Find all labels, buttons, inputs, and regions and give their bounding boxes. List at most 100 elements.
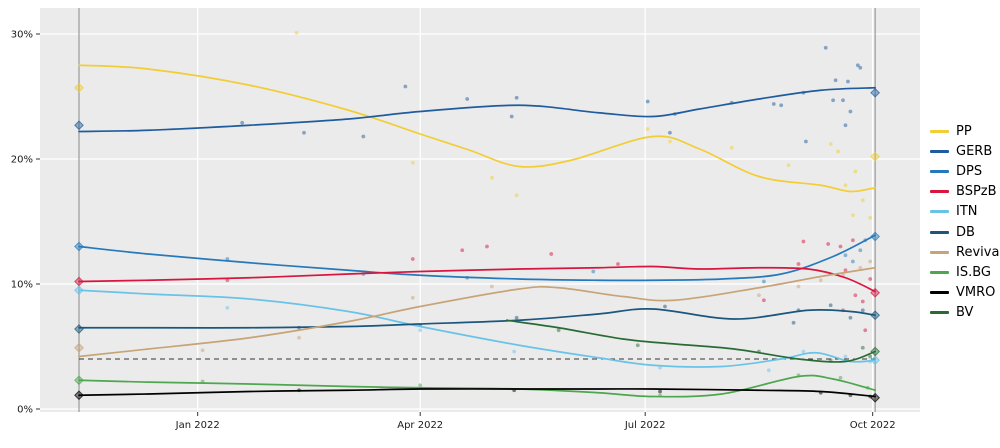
poll-point-PP (645, 127, 650, 131)
poll-point-VMRO (658, 389, 662, 394)
legend-swatch-Revival (930, 250, 949, 254)
election-result-start-PP (74, 82, 84, 93)
election-result-start-DPS (74, 241, 84, 252)
election-result-end-BV (870, 346, 881, 357)
poll-point-DPS (850, 259, 855, 264)
poll-point-GERB (841, 98, 845, 103)
poll-point-GERB (509, 114, 514, 119)
y-axis-tick-label: 10% (11, 280, 33, 291)
poll-point-BSPzB (843, 268, 848, 273)
poll-point-PP (729, 145, 734, 150)
poll-point-Revival (200, 348, 205, 353)
trend-line-PP (78, 64, 876, 193)
legend-item-IS.BG: IS.BG (930, 262, 1000, 282)
poll-point-GERB (848, 109, 853, 114)
legend-label: DPS (956, 163, 983, 179)
poll-point-DB (663, 304, 667, 309)
poll-point-DB (828, 303, 833, 308)
poll-point-DB (860, 308, 865, 313)
poll-point-ITN (512, 349, 517, 354)
x-axis-tick-label: Oct 2022 (850, 420, 896, 431)
poll-point-GERB (771, 102, 776, 106)
poll-point-Revival (868, 259, 873, 264)
poll-point-BV (556, 328, 561, 333)
poll-point-DB (514, 315, 519, 320)
poll-point-GERB (831, 98, 836, 103)
legend-swatch-BSPzB (930, 190, 949, 194)
legend-item-ITN: ITN (930, 202, 1000, 222)
poll-point-GERB (240, 120, 245, 125)
legend-item-VMRO: VMRO (930, 283, 1000, 303)
poll-point-BSPzB (225, 278, 230, 283)
poll-point-IS.BG (418, 383, 423, 388)
poll-point-BV (635, 343, 640, 348)
legend-item-Revival: Revival (930, 242, 1000, 262)
poll-point-PP (294, 30, 299, 35)
trend-line-Revival (78, 266, 876, 358)
election-result-end-GERB (870, 87, 881, 98)
legend-swatch-DPS (930, 169, 949, 173)
poll-point-DB (848, 315, 853, 320)
poll-point-PP (860, 198, 865, 203)
legend-item-DPS: DPS (930, 161, 1000, 181)
legend-swatch-VMRO (930, 291, 949, 295)
legend-item-PP: PP (930, 121, 1000, 141)
poll-point-GERB (858, 65, 863, 70)
x-axis-tick-label: Jan 2022 (175, 420, 220, 431)
poll-point-GERB (823, 45, 828, 50)
legend-label: PP (956, 123, 972, 139)
poll-point-DPS (858, 248, 863, 253)
poll-point-PP (786, 163, 791, 168)
legend-swatch-ITN (930, 210, 949, 214)
poll-point-GERB (833, 78, 838, 83)
poll-point-ITN (225, 305, 230, 310)
legend-item-BSPzB: BSPzB (930, 182, 1000, 202)
poll-point-PP (850, 213, 855, 218)
poll-point-BSPzB (761, 298, 766, 303)
poll-point-GERB (645, 99, 650, 104)
legend-label: VMRO (956, 285, 996, 301)
election-result-end-ITN (870, 355, 881, 366)
poll-point-BSPzB (853, 293, 858, 298)
poll-point-GERB (804, 139, 808, 144)
poll-point-BSPzB (850, 238, 855, 243)
poll-point-BSPzB (801, 239, 806, 244)
legend-label: ITN (956, 204, 978, 220)
poll-point-Revival (490, 284, 494, 289)
poll-point-PP (514, 193, 519, 198)
election-result-end-DB (870, 310, 881, 321)
poll-point-DPS (843, 253, 848, 258)
election-result-start-IS.BG (74, 375, 84, 386)
poll-point-PP (490, 175, 494, 180)
x-axis-tick-label: Apr 2022 (397, 420, 443, 431)
trend-line-BSPzB (78, 265, 876, 293)
election-result-end-DPS (870, 231, 881, 242)
legend-item-DB: DB (930, 222, 1000, 242)
poll-point-ITN (801, 349, 806, 354)
poll-point-GERB (779, 103, 784, 108)
chart-legend: PP GERB DPS BSPzB ITN DB Revival IS.BG VMRO BV (930, 121, 1000, 323)
legend-swatch-BV (930, 311, 949, 315)
legend-label: BV (956, 305, 974, 321)
election-result-end-PP (870, 151, 881, 162)
poll-point-BV (868, 354, 873, 359)
poll-point-GERB (302, 130, 306, 135)
poll-point-IS.BG (838, 375, 843, 380)
legend-swatch-IS.BG (930, 270, 949, 274)
legend-label: IS.BG (956, 264, 991, 280)
poll-point-BSPzB (826, 242, 831, 246)
election-result-start-DB (74, 324, 84, 334)
poll-point-PP (843, 183, 848, 188)
trend-line-GERB (78, 86, 876, 133)
trend-line-VMRO (78, 388, 876, 398)
legend-label: Revival (956, 244, 1000, 260)
election-result-start-GERB (74, 120, 84, 131)
election-result-end-VMRO (870, 392, 881, 403)
poll-point-DPS (225, 257, 230, 261)
poll-point-GERB (465, 97, 470, 101)
poll-point-PP (668, 139, 672, 144)
x-axis-tick-label: Jul 2022 (624, 420, 666, 431)
poll-point-Revival (757, 293, 761, 298)
